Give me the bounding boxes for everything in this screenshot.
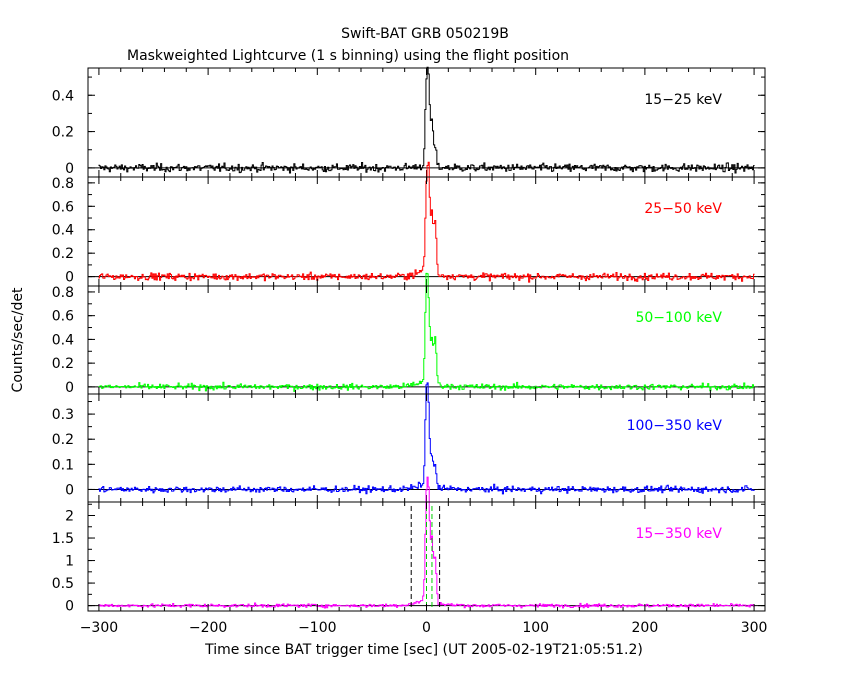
panel-2: 0 0.2 0.4 0.6 0.8 50−100 keV — [52, 272, 766, 396]
y-tick-label: 2 — [65, 509, 74, 525]
y-tick-label: 0 — [65, 161, 74, 177]
y-tick-label: 0.2 — [52, 356, 74, 372]
chart-title: Swift-BAT GRB 050219B — [341, 26, 509, 42]
y-tick-label: 0.2 — [52, 125, 74, 141]
x-tick-label: −100 — [298, 620, 336, 636]
x-tick-label: 300 — [741, 620, 768, 636]
series-line — [98, 161, 755, 283]
x-tick-label: −300 — [80, 620, 118, 636]
y-tick-label: 0.8 — [52, 176, 74, 192]
band-label: 25−50 keV — [644, 201, 722, 217]
y-tick-label: 0.4 — [52, 332, 74, 348]
panel-frame — [87, 393, 766, 503]
x-tick-label: −200 — [189, 620, 227, 636]
panel-1: 0 0.2 0.4 0.6 0.8 25−50 keV — [52, 161, 766, 287]
panel-4: 0 0.5 1 1.5 2 15−350 keV — [52, 476, 766, 615]
y-tick-label: 0.5 — [52, 576, 74, 592]
panel-frame — [87, 285, 766, 395]
x-tick-label: 0 — [422, 620, 431, 636]
band-label: 50−100 keV — [635, 310, 722, 326]
x-axis-label: Time since BAT trigger time [sec] (UT 20… — [204, 642, 643, 658]
y-tick-label: 0.8 — [52, 285, 74, 301]
panel-3: 0 0.1 0.2 0.3 100−350 keV — [52, 382, 766, 503]
series-line — [98, 272, 755, 392]
x-tick-labels: −300 −200 −100 0 100 200 300 — [80, 620, 768, 636]
y-tick-label: 0.1 — [52, 457, 74, 473]
y-tick-label: 0 — [65, 270, 74, 286]
y-tick-label: 0 — [65, 599, 74, 615]
y-tick-label: 0 — [65, 380, 74, 396]
x-tick-label: 100 — [522, 620, 549, 636]
y-tick-label: 0.2 — [52, 432, 74, 448]
y-tick-label: 0.4 — [52, 223, 74, 239]
y-tick-label: 0 — [65, 482, 74, 498]
series-line — [98, 382, 755, 495]
y-tick-label: 0.3 — [52, 407, 74, 423]
band-label: 100−350 keV — [627, 418, 723, 434]
panel-0: 0 0.2 0.4 15−25 keV — [52, 66, 766, 178]
y-tick-label: 1.5 — [52, 531, 74, 547]
y-tick-label: 0.6 — [52, 309, 74, 325]
y-axis-label: Counts/sec/det — [10, 287, 26, 392]
y-tick-label: 1 — [65, 554, 74, 570]
panel-frame — [87, 176, 766, 287]
chart-subtitle: Maskweighted Lightcurve (1 s binning) us… — [127, 48, 569, 64]
y-tick-label: 0.6 — [52, 199, 74, 215]
band-label: 15−25 keV — [644, 92, 722, 108]
x-tick-label: 200 — [632, 620, 659, 636]
series-line — [98, 66, 755, 174]
band-label: 15−350 keV — [635, 526, 722, 542]
panel-frame — [87, 67, 766, 178]
y-tick-label: 0.4 — [52, 88, 74, 104]
y-tick-label: 0.2 — [52, 246, 74, 262]
